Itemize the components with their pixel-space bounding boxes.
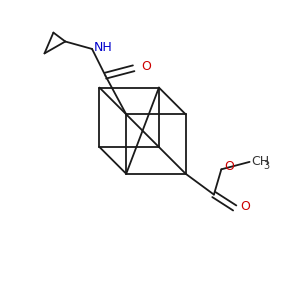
Text: O: O [224, 160, 234, 173]
Text: 3: 3 [263, 161, 269, 171]
Text: NH: NH [94, 41, 112, 54]
Text: CH: CH [251, 155, 269, 168]
Text: O: O [241, 200, 250, 213]
Text: O: O [141, 60, 151, 73]
